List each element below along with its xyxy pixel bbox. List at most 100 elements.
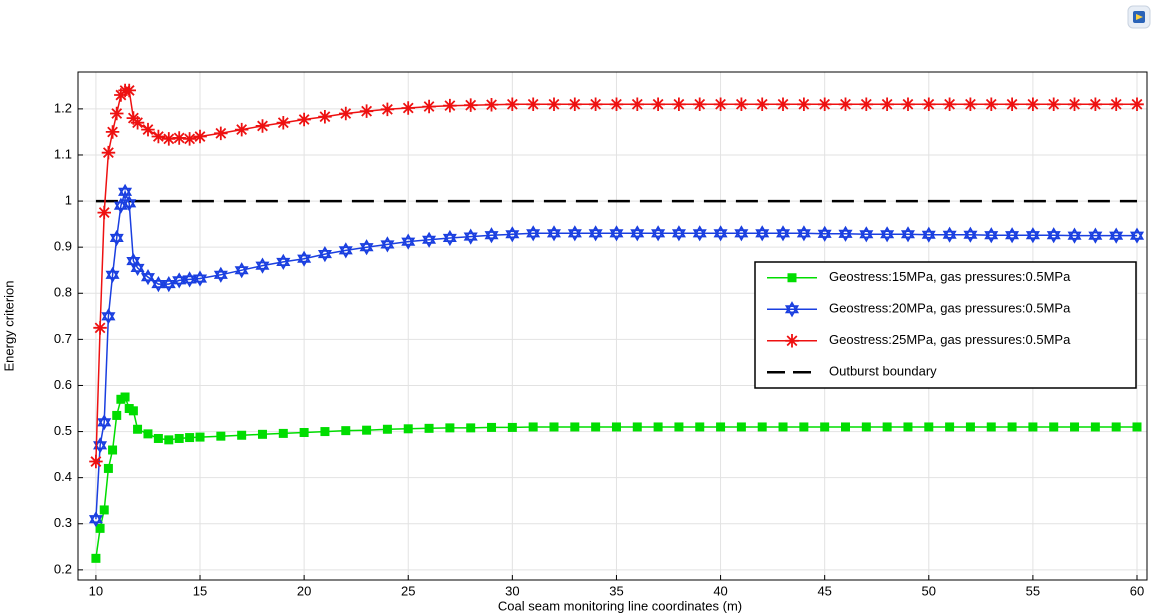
data-marker — [182, 271, 197, 288]
data-marker — [341, 426, 351, 436]
data-marker — [651, 225, 666, 242]
data-marker — [89, 454, 103, 469]
data-marker — [151, 129, 166, 144]
x-tick-label: 35 — [609, 583, 623, 598]
y-tick-label: 1 — [65, 193, 72, 208]
data-marker — [487, 422, 497, 432]
legend-box — [754, 261, 1137, 389]
data-marker — [547, 97, 561, 111]
y-tick-label: 0.8 — [54, 285, 72, 300]
data-marker — [88, 511, 103, 528]
data-marker — [103, 463, 113, 473]
data-marker — [466, 423, 476, 433]
data-marker — [568, 97, 582, 111]
data-marker — [110, 106, 124, 121]
legend-marker — [784, 301, 800, 318]
data-marker — [143, 429, 153, 439]
legend-label: Outburst boundary — [829, 364, 937, 379]
data-marker — [882, 422, 892, 432]
data-marker — [403, 424, 413, 434]
data-marker — [122, 195, 137, 212]
x-tick-label: 15 — [193, 583, 207, 598]
data-marker — [942, 226, 957, 243]
data-marker — [317, 246, 332, 263]
data-marker — [838, 97, 853, 111]
data-marker — [1109, 227, 1124, 244]
data-marker — [713, 97, 728, 111]
data-marker — [380, 102, 395, 117]
data-marker — [1130, 97, 1144, 111]
data-marker — [922, 97, 936, 111]
data-marker — [588, 225, 603, 242]
x-tick-label: 40 — [713, 583, 727, 598]
data-marker — [338, 242, 353, 259]
y-tick-label: 0.7 — [54, 331, 72, 346]
data-marker — [193, 129, 207, 144]
data-marker — [588, 97, 603, 111]
data-marker — [234, 122, 249, 137]
data-marker — [630, 97, 644, 111]
data-marker — [118, 183, 133, 201]
data-marker — [318, 110, 332, 124]
data-marker — [151, 276, 166, 293]
data-marker — [734, 225, 749, 242]
data-marker — [172, 272, 187, 289]
data-marker — [942, 97, 957, 111]
data-marker — [776, 225, 791, 242]
data-marker — [900, 226, 915, 243]
data-marker — [130, 116, 145, 130]
data-marker — [799, 422, 809, 432]
data-marker — [97, 205, 111, 220]
data-marker — [172, 131, 186, 145]
data-marker — [778, 422, 788, 432]
data-marker — [109, 229, 124, 247]
data-marker — [817, 225, 832, 242]
data-marker — [216, 431, 226, 441]
legend-marker — [787, 273, 797, 283]
data-marker — [838, 225, 853, 242]
data-marker — [672, 97, 686, 111]
data-marker — [214, 126, 228, 141]
data-marker — [674, 422, 684, 432]
data-marker — [380, 236, 395, 253]
data-marker — [963, 97, 978, 111]
data-marker — [1129, 227, 1145, 244]
data-marker — [567, 225, 582, 242]
data-marker — [105, 125, 120, 139]
data-marker — [632, 422, 642, 432]
data-marker — [140, 268, 155, 286]
data-marker — [297, 112, 311, 127]
data-marker — [320, 427, 330, 437]
data-marker — [299, 427, 309, 437]
data-marker — [526, 225, 541, 242]
data-marker — [133, 424, 143, 434]
data-marker — [755, 97, 769, 111]
data-marker — [611, 422, 621, 432]
data-marker — [382, 424, 392, 434]
data-marker — [505, 97, 520, 111]
data-marker — [164, 435, 174, 445]
data-marker — [422, 231, 437, 248]
legend-label: Geostress:15MPa, gas pressures:0.5MPa — [829, 269, 1071, 284]
data-marker — [757, 422, 767, 432]
x-tick-label: 55 — [1026, 583, 1040, 598]
data-marker — [901, 97, 915, 111]
x-tick-label: 10 — [89, 583, 103, 598]
data-marker — [528, 422, 538, 432]
data-marker — [986, 422, 996, 432]
data-marker — [1046, 227, 1061, 244]
data-marker — [195, 432, 205, 442]
data-marker — [463, 228, 478, 245]
data-marker — [1007, 422, 1017, 432]
data-marker — [234, 262, 249, 279]
data-marker — [112, 410, 122, 420]
y-tick-label: 1.1 — [54, 146, 72, 161]
y-tick-label: 0.9 — [54, 239, 72, 254]
data-marker — [162, 132, 176, 146]
y-tick-label: 0.6 — [54, 377, 72, 392]
data-marker — [182, 132, 197, 146]
data-marker — [95, 523, 105, 533]
data-marker — [546, 225, 561, 242]
data-marker — [1067, 227, 1082, 244]
